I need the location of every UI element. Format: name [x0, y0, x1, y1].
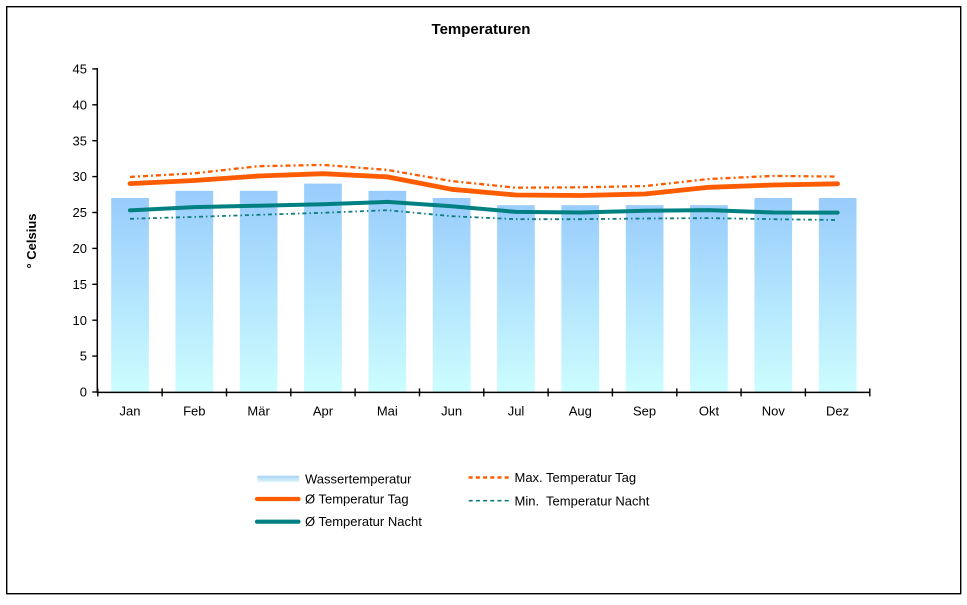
svg-text:Aug: Aug	[569, 404, 592, 419]
svg-text:45: 45	[73, 62, 87, 77]
svg-text:Wassertemperatur: Wassertemperatur	[305, 472, 412, 487]
svg-text:40: 40	[73, 97, 87, 112]
svg-text:Ø Temperatur Nacht: Ø Temperatur Nacht	[305, 514, 422, 529]
svg-text:30: 30	[73, 169, 87, 184]
svg-text:Mai: Mai	[377, 404, 398, 419]
svg-text:Feb: Feb	[183, 404, 205, 419]
svg-text:Okt: Okt	[699, 404, 720, 419]
svg-text:20: 20	[73, 241, 87, 256]
svg-text:Dez: Dez	[826, 404, 849, 419]
svg-text:Min. Temperatur Nacht: Min. Temperatur Nacht	[515, 493, 650, 508]
svg-text:Jun: Jun	[441, 404, 462, 419]
svg-text:5: 5	[80, 349, 87, 364]
svg-text:Ø Temperatur Tag: Ø Temperatur Tag	[305, 492, 409, 507]
svg-text:Jan: Jan	[120, 404, 141, 419]
svg-text:Apr: Apr	[313, 404, 334, 419]
svg-text:Sep: Sep	[633, 404, 656, 419]
svg-text:0: 0	[80, 385, 87, 400]
svg-text:Max. Temperatur Tag: Max. Temperatur Tag	[515, 470, 637, 485]
svg-text:° Celsius: ° Celsius	[24, 213, 39, 268]
svg-text:Jul: Jul	[508, 404, 525, 419]
svg-text:35: 35	[73, 133, 87, 148]
svg-text:Mär: Mär	[247, 404, 270, 419]
svg-text:Temperaturen: Temperaturen	[432, 21, 531, 38]
svg-text:10: 10	[73, 313, 87, 328]
svg-text:Nov: Nov	[762, 404, 786, 419]
svg-text:15: 15	[73, 277, 87, 292]
svg-text:25: 25	[73, 205, 87, 220]
